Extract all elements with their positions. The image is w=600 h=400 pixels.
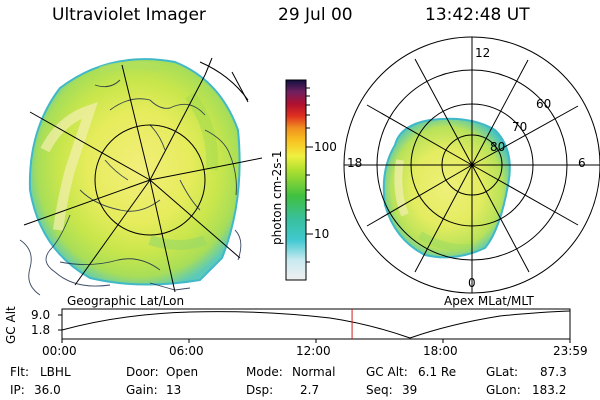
altitude-xtick-0: 00:00 — [42, 344, 77, 358]
geographic-map — [19, 57, 263, 296]
gcalt-label: GC Alt: — [366, 365, 408, 379]
altitude-ytick-top: 9.0 — [31, 308, 51, 322]
instrument-title: Ultraviolet Imager — [52, 5, 206, 25]
time-label: 13:42:48 UT — [425, 5, 530, 25]
mlt-label-18: 18 — [347, 156, 363, 170]
mode-value: Normal — [292, 365, 336, 379]
colorbar-unit-label: photon cm-2s-1 — [270, 150, 284, 246]
glon-value: 183.2 — [532, 383, 567, 397]
ip-label: IP: — [10, 383, 25, 397]
lat-label-80: 80 — [490, 140, 506, 154]
dsp-label: Dsp: — [246, 383, 274, 397]
magnetic-map — [343, 36, 600, 294]
altitude-ylabel: GC Alt — [4, 306, 18, 344]
filter-value: LBHL — [40, 365, 71, 379]
altitude-xtick-2: 12:00 — [296, 344, 331, 358]
altitude-xtick-4: 23:59 — [553, 344, 588, 358]
glat-value: 87.3 — [540, 365, 567, 379]
geographic-caption: Geographic Lat/Lon — [67, 294, 185, 308]
seq-label: Seq: — [366, 383, 393, 397]
filter-label: Flt: — [10, 365, 29, 379]
mlt-label-6: 6 — [578, 156, 586, 170]
lat-label-60: 60 — [536, 97, 552, 111]
dsp-value: 2.7 — [300, 383, 320, 397]
ip-value: 36.0 — [34, 383, 61, 397]
colorbar-tick-100: 100 — [314, 140, 337, 154]
seq-value: 39 — [402, 383, 418, 397]
colorbar — [285, 79, 313, 281]
colorbar-tick-10: 10 — [314, 227, 330, 241]
mlt-label-12: 12 — [475, 46, 491, 60]
apex-caption: Apex MLat/MLT — [444, 294, 534, 308]
door-value: Open — [166, 365, 199, 379]
altitude-ytick-bottom: 1.8 — [31, 323, 51, 337]
glon-label: GLon: — [486, 383, 521, 397]
lat-label-70: 70 — [512, 120, 528, 134]
mlt-label-0: 0 — [468, 276, 476, 290]
mode-label: Mode: — [246, 365, 283, 379]
gcalt-value: 6.1 Re — [418, 365, 457, 379]
gain-value: 13 — [166, 383, 182, 397]
door-label: Door: — [126, 365, 159, 379]
gain-label: Gain: — [126, 383, 158, 397]
date-label: 29 Jul 00 — [278, 5, 353, 25]
altitude-plot — [58, 308, 571, 343]
glat-label: GLat: — [486, 365, 519, 379]
altitude-xtick-1: 06:00 — [169, 344, 204, 358]
altitude-xtick-3: 18:00 — [423, 344, 458, 358]
